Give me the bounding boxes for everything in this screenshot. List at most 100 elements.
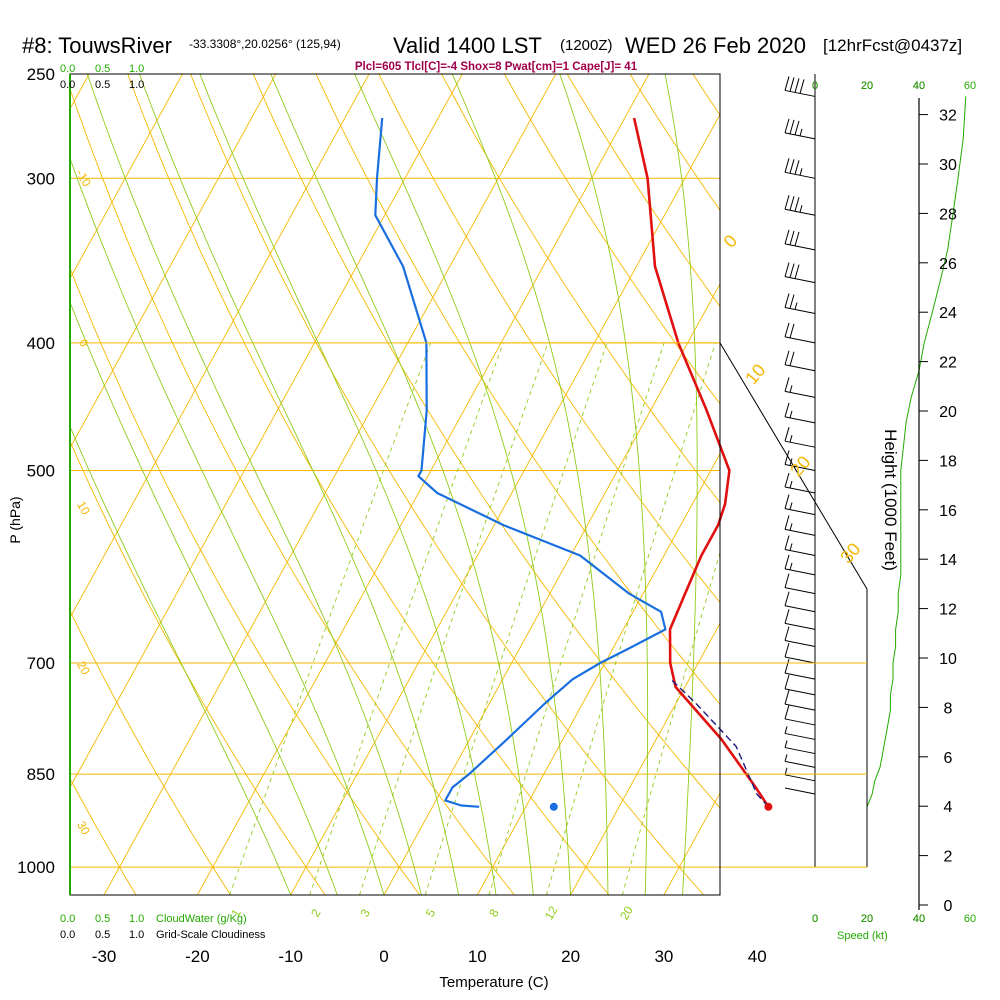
mixing-ratio-label: 20	[617, 903, 636, 922]
dry-adiabat-line	[504, 74, 720, 405]
temperature-tick-label: -20	[185, 947, 210, 966]
dry-adiabat-line	[252, 74, 720, 809]
speed-scale-top-green-2: 40	[913, 80, 925, 92]
mixing-ratio-label: 2	[308, 906, 324, 919]
isotherm-label: 0	[76, 337, 92, 350]
moist-adiabat-line	[270, 74, 534, 895]
cloud-scale-bottom-black-0: 0.0	[60, 929, 75, 941]
isotherm-line	[570, 622, 720, 895]
speed-scale-bottom-green-2: 40	[913, 913, 925, 925]
dry-adiabat-line	[441, 74, 720, 504]
wind-barb	[784, 609, 816, 630]
dry-adiabat-line	[818, 74, 1000, 895]
dry-adiabat-line	[70, 267, 421, 895]
height-tick-label: 32	[939, 108, 957, 125]
height-tick-label: 12	[939, 602, 957, 619]
wind-barb	[784, 262, 816, 284]
pressure-tick-label: 400	[27, 334, 55, 353]
isotherm-line	[663, 792, 720, 895]
height-tick-label: 28	[939, 206, 957, 223]
wind-barb	[784, 402, 816, 424]
cloudwater-label: CloudWater (g/Kg)	[156, 913, 247, 925]
height-tick-label: 8	[944, 700, 953, 717]
speed-scale-top-black-0: 0	[812, 80, 818, 92]
temperature-tick-label: 40	[748, 947, 767, 966]
mixing-ratio-label: 8	[486, 906, 502, 919]
axes: 1 2 3 5 8 12 20-100102030010203025030040050070…	[17, 65, 957, 966]
wind-barb	[784, 674, 816, 696]
cloud-scale-bottom-black-2: 1.0	[129, 929, 144, 941]
height-tick-label: 20	[939, 404, 957, 421]
isotherm-line	[476, 452, 720, 895]
moist-adiabat-line	[70, 301, 338, 895]
speed-label: Speed (kt)	[837, 930, 888, 942]
sounding-lines	[374, 117, 773, 811]
moist-adiabat-line	[138, 74, 460, 895]
pressure-tick-label: 850	[27, 765, 55, 784]
mixing-ratio-line	[309, 342, 504, 895]
mixing-ratio-label: 12	[542, 903, 561, 922]
station-coords: -33.3308°,20.0256° (125,94)	[189, 37, 341, 51]
speed-scale-bottom-green-3: 60	[964, 913, 976, 925]
temperature-tick-label: 20	[561, 947, 580, 966]
wind-barb	[784, 591, 816, 613]
sounding-params: Plcl=605 Tlcl[C]=-4 Shox=8 Pwat[cm]=1 Ca…	[355, 61, 638, 73]
wind-barb	[784, 427, 816, 448]
dewpoint-surface-marker	[549, 802, 558, 811]
mixing-ratio-line	[545, 342, 716, 895]
isotherm-line	[197, 74, 650, 895]
wind-barb	[784, 642, 816, 664]
wind-barb	[784, 472, 816, 494]
y-axis-label: P (hPa)	[7, 496, 23, 543]
moist-adiabat-line	[86, 74, 422, 895]
speed-scale-top-green-1: 20	[861, 80, 873, 92]
isotherm-label: -10	[73, 167, 94, 189]
temperature-line	[632, 117, 770, 808]
parcel-line	[670, 678, 769, 808]
dry-adiabat-line	[378, 74, 720, 604]
speed-scale-bottom-black-0: 0	[812, 913, 818, 925]
moist-adiabat-line	[199, 74, 497, 895]
pressure-tick-label: 300	[27, 169, 55, 188]
cloud-scale-bottom-green-0: 0.0	[60, 913, 75, 925]
dewpoint-line	[374, 117, 667, 808]
isotherm-label: 20	[74, 659, 93, 678]
isotherm-label: 30	[836, 539, 864, 567]
speed-scale-top-green-3: 60	[964, 80, 976, 92]
isotherm-line	[851, 74, 1000, 895]
cloud-scale-bottom-black-1: 0.5	[95, 929, 110, 941]
pressure-tick-label: 700	[27, 654, 55, 673]
height-tick-label: 26	[939, 256, 957, 273]
cloud-scale-top-black-0: 0.0	[60, 79, 75, 91]
height-tick-label: 4	[944, 799, 953, 816]
wind-barb	[784, 740, 816, 755]
isotherm-label: 30	[74, 819, 93, 838]
wind-barb	[784, 689, 816, 711]
valid-date: WED 26 Feb 2020	[625, 33, 806, 58]
moist-adiabat-line	[664, 74, 698, 895]
speed-scale-top-green-0: 0	[812, 80, 818, 92]
height-tick-label: 16	[939, 503, 957, 520]
wind-barb	[784, 350, 816, 372]
cloud-scale-top-black-1: 0.5	[95, 79, 110, 91]
wind-barb	[784, 195, 816, 216]
height-tick-label: 18	[939, 453, 957, 470]
speed-scale-top-black-2: 40	[913, 80, 925, 92]
cloud-scale-bottom-green-1: 0.5	[95, 913, 110, 925]
zulu-time: (1200Z)	[560, 37, 613, 54]
isotherm-label: 20	[786, 452, 814, 480]
wind-barb	[784, 76, 816, 97]
isotherm-label: 0	[720, 231, 742, 252]
height-tick-label: 6	[944, 750, 953, 767]
wind-barb	[784, 229, 816, 251]
speed-scale-bottom-black-2: 40	[913, 913, 925, 925]
isotherm-line	[70, 74, 370, 619]
wind-barb	[784, 726, 816, 740]
moist-adiabat-line	[559, 74, 649, 895]
dry-adiabat-line	[70, 777, 137, 895]
height-tick-label: 2	[944, 849, 953, 866]
wind-barb	[784, 626, 816, 647]
wind-barb	[784, 787, 816, 795]
height-tick-label: 30	[939, 157, 957, 174]
